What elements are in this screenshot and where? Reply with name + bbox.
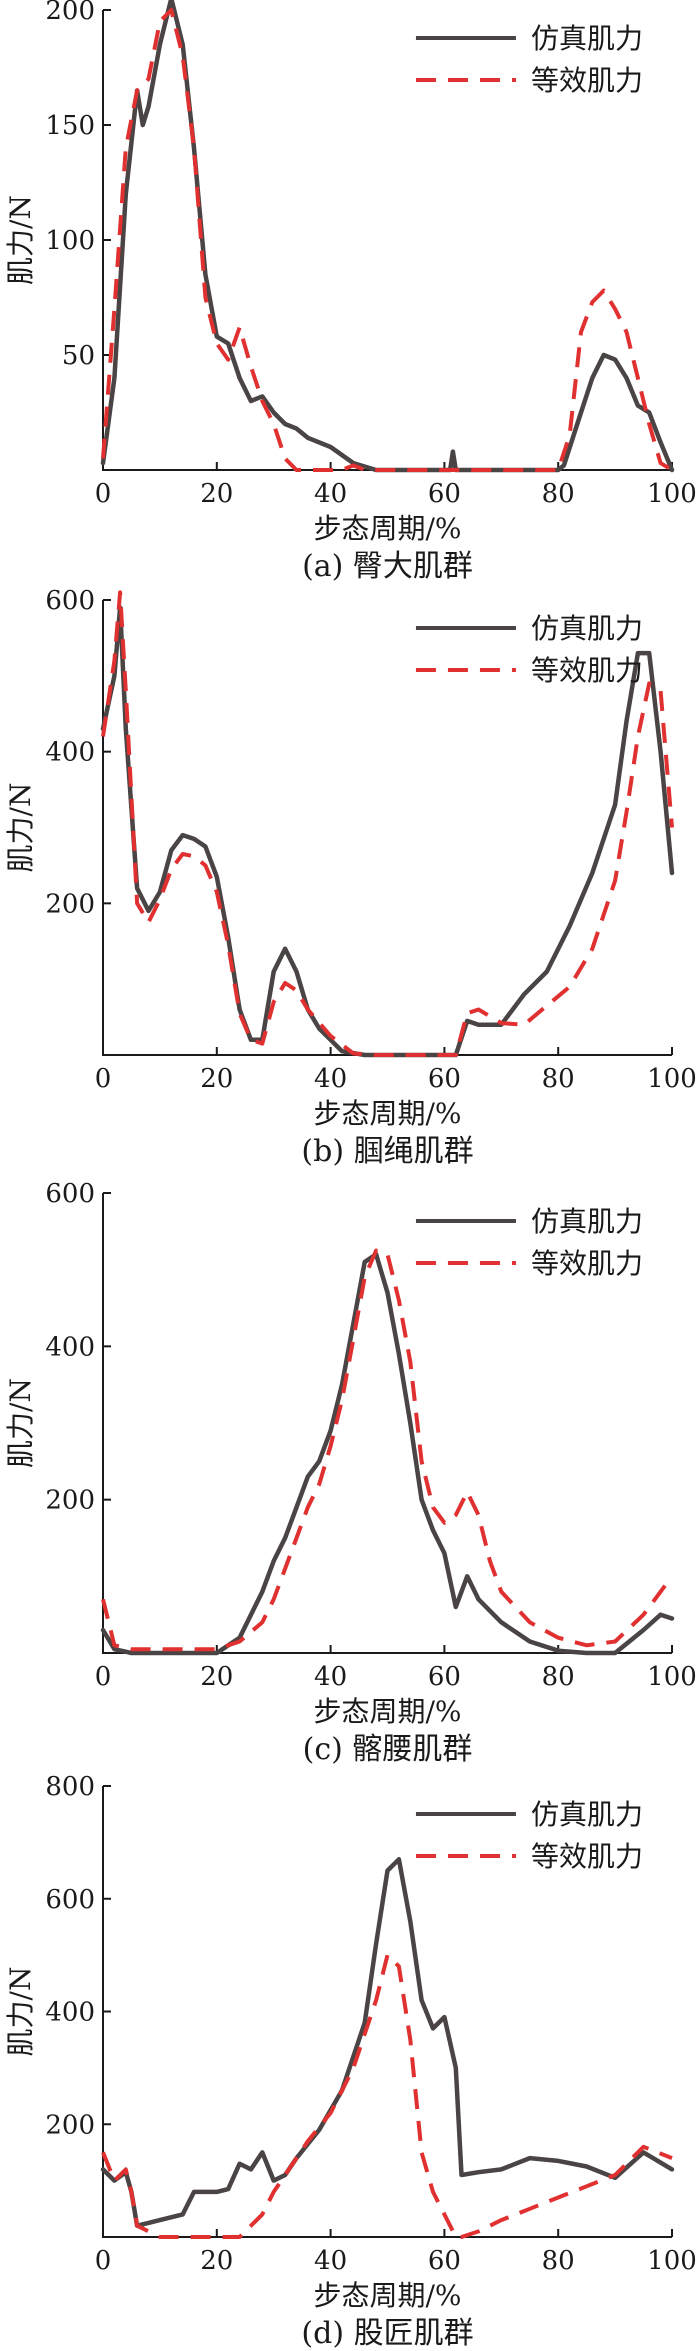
legend-label: 仿真肌力 (531, 612, 643, 645)
x-tick-label: 80 (542, 1064, 575, 1094)
legend-label: 仿真肌力 (531, 1205, 643, 1238)
series-line-simulated (100, 1252, 675, 1656)
x-axis-label: 步态周期/% (313, 1695, 461, 1728)
legend-label: 等效肌力 (531, 64, 643, 97)
series-line-equivalent (101, 590, 674, 1057)
x-tick-label: 40 (314, 1662, 347, 1692)
x-axis-label: 步态周期/% (313, 1097, 461, 1130)
x-tick-label: 60 (428, 479, 461, 509)
chart-caption: (d) 股匠肌群 (301, 2316, 473, 2351)
x-axis-label: 步态周期/% (313, 512, 461, 545)
legend-label: 仿真肌力 (531, 1798, 643, 1831)
chart-caption: (a) 臀大肌群 (302, 549, 473, 584)
chart-panel-a: 50 100 150 200 0 20 40 60 80 100 肌力/N 步态周期/% (a) 臀大肌… (0, 0, 700, 585)
y-axis-label: 肌力/N (4, 1378, 37, 1468)
chart-svg: 200 400 600 0 20 40 60 80 100 肌力/N 步态周期/% (c) 髂腰肌群 仿… (4, 1179, 697, 1767)
series-line-simulated (100, 0, 675, 473)
y-tick-label: 150 (45, 111, 95, 141)
x-tick-label: 0 (95, 1662, 112, 1692)
x-tick-label: 40 (314, 2246, 347, 2276)
x-tick-label: 40 (314, 1064, 347, 1094)
legend-label: 等效肌力 (531, 654, 643, 687)
legend-label: 等效肌力 (531, 1247, 643, 1280)
chart-svg: 200 400 600 800 0 20 40 60 80 100 肌力/N 步态周期/% (d) 股匠… (4, 1772, 697, 2351)
y-axis-label: 肌力/N (4, 783, 37, 873)
y-tick-label: 200 (45, 0, 95, 26)
legend-label: 仿真肌力 (531, 22, 643, 55)
x-tick-label: 80 (542, 1662, 575, 1692)
x-tick-label: 20 (200, 2246, 233, 2276)
chart-caption: (c) 髂腰肌群 (303, 1732, 473, 1767)
y-tick-label: 200 (45, 889, 95, 919)
series-line-equivalent (101, 1248, 674, 1652)
x-tick-label: 60 (428, 2246, 461, 2276)
x-tick-label: 80 (542, 2246, 575, 2276)
series-line-equivalent (101, 8, 674, 472)
x-tick-label: 20 (200, 1064, 233, 1094)
y-tick-label: 400 (45, 1998, 95, 2028)
y-tick-label: 800 (45, 1772, 95, 1802)
x-tick-label: 100 (647, 479, 697, 509)
x-tick-label: 100 (647, 1064, 697, 1094)
x-tick-label: 0 (95, 1064, 112, 1094)
x-tick-label: 0 (95, 2246, 112, 2276)
y-tick-label: 100 (45, 226, 95, 256)
chart-panel-d: 200 400 600 800 0 20 40 60 80 100 肌力/N 步态周期/% (d) 股匠… (0, 1770, 700, 2351)
x-tick-label: 60 (428, 1662, 461, 1692)
x-tick-label: 20 (200, 1662, 233, 1692)
series-line-equivalent (101, 1953, 673, 2239)
y-tick-label: 200 (45, 1486, 95, 1516)
y-tick-label: 600 (45, 586, 95, 616)
x-tick-label: 60 (428, 1064, 461, 1094)
chart-panel-c: 200 400 600 0 20 40 60 80 100 肌力/N 步态周期/% (c) 髂腰肌群 仿… (0, 1175, 700, 1770)
y-tick-label: 400 (45, 738, 95, 768)
x-tick-label: 100 (647, 2246, 697, 2276)
y-tick-label: 400 (45, 1332, 95, 1362)
x-tick-label: 20 (200, 479, 233, 509)
y-tick-label: 600 (45, 1179, 95, 1209)
chart-caption: (b) 腘绳肌群 (301, 1134, 473, 1169)
x-tick-label: 0 (95, 479, 112, 509)
chart-panel-b: 200 400 600 0 20 40 60 80 100 肌力/N 步态周期/% (b) 腘绳肌群 仿… (0, 585, 700, 1175)
x-tick-label: 80 (542, 479, 575, 509)
y-axis-label: 肌力/N (4, 1967, 37, 2057)
x-axis-label: 步态周期/% (313, 2279, 461, 2312)
legend-label: 等效肌力 (531, 1840, 643, 1873)
series-line-simulated (100, 1857, 675, 2228)
y-axis-label: 肌力/N (4, 195, 37, 285)
series-line-simulated (100, 605, 675, 1058)
y-tick-label: 50 (62, 341, 95, 371)
chart-svg: 200 400 600 0 20 40 60 80 100 肌力/N 步态周期/% (b) 腘绳肌群 仿… (4, 586, 697, 1169)
x-tick-label: 40 (314, 479, 347, 509)
y-tick-label: 600 (45, 1885, 95, 1915)
x-tick-label: 100 (647, 1662, 697, 1692)
chart-svg: 50 100 150 200 0 20 40 60 80 100 肌力/N 步态周期/% (a) 臀大肌… (4, 0, 697, 584)
y-tick-label: 200 (45, 2110, 95, 2140)
